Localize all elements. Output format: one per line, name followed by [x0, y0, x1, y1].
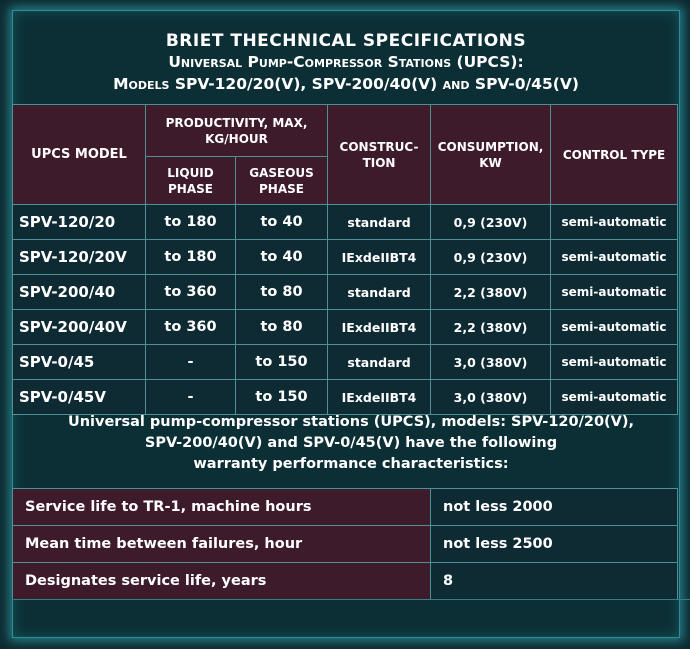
cell-liquid: to 180: [145, 204, 236, 240]
cell-construction: standard: [327, 344, 432, 380]
table-row: SPV-0/45V - to 150 IExdeIIBT4 3,0 (380V)…: [12, 379, 679, 415]
warranty-table: Service life to TR-1, machine hours not …: [12, 488, 678, 600]
cell-gaseous: to 80: [234, 274, 329, 310]
cell-liquid: -: [145, 344, 236, 380]
cell-consumption: 2,2 (380V): [430, 274, 552, 310]
table-row: Mean time between failures, hour not les…: [12, 525, 678, 563]
header-construction: CONSTRUC-TION: [327, 104, 432, 205]
table-row: SPV-0/45 - to 150 standard 3,0 (380V) se…: [12, 344, 679, 380]
cell-model: SPV-200/40: [12, 274, 146, 310]
cell-gaseous: to 80: [234, 309, 329, 345]
cell-liquid: to 360: [145, 274, 236, 310]
cell-control: semi-automatic: [550, 344, 679, 380]
header-gaseous: GASEOUS PHASE: [234, 156, 329, 205]
header-productivity: PRODUCTIVITY, MAX, KG/HOUR: [144, 104, 329, 157]
table-row: Service life to TR-1, machine hours not …: [12, 488, 678, 526]
subtitle-line-1: Universal Pump-Compressor Stations (UPCS…: [168, 53, 524, 71]
cell-gaseous: to 150: [234, 344, 329, 380]
cell-control: semi-automatic: [550, 274, 679, 310]
cell-control: semi-automatic: [550, 239, 679, 275]
cell-construction: standard: [327, 204, 432, 240]
warranty-intro-line-1: Universal pump-compressor stations (UPCS…: [67, 414, 635, 430]
cell-consumption: 3,0 (380V): [430, 344, 552, 380]
cell-consumption: 0,9 (230V): [430, 204, 552, 240]
cell-liquid: to 360: [145, 309, 236, 345]
bottom-divider: [12, 599, 690, 600]
warranty-value: not less 2000: [430, 488, 678, 526]
cell-gaseous: to 40: [234, 204, 329, 240]
cell-model: SPV-0/45V: [12, 379, 146, 415]
header-control: CONTROL TYPE: [550, 104, 679, 205]
warranty-intro-line-2: SPV-200/40(V) and SPV-0/45(V) have the f…: [144, 435, 558, 451]
cell-liquid: -: [145, 379, 236, 415]
warranty-label: Mean time between failures, hour: [12, 525, 431, 563]
cell-construction: IExdeIIBT4: [327, 379, 432, 415]
cell-liquid: to 180: [145, 239, 236, 275]
cell-model: SPV-200/40V: [12, 309, 146, 345]
cell-consumption: 3,0 (380V): [430, 379, 552, 415]
cell-control: semi-automatic: [550, 204, 679, 240]
warranty-intro: Universal pump-compressor stations (UPCS…: [12, 412, 690, 484]
warranty-intro-line-3: warranty performance characteristics:: [193, 456, 509, 472]
header-consumption: CONSUMPTION, KW: [430, 104, 552, 205]
title-block: BRIET THECHNICAL SPECIFICATIONS Universa…: [13, 11, 679, 105]
subtitle-line-2: Models SPV-120/20(V), SPV-200/40(V) and …: [113, 75, 579, 93]
warranty-label: Service life to TR-1, machine hours: [12, 488, 431, 526]
cell-construction: IExdeIIBT4: [327, 309, 432, 345]
header-liquid: LIQUID PHASE: [145, 156, 236, 205]
cell-consumption: 0,9 (230V): [430, 239, 552, 275]
header-model: UPCS MODEL: [12, 104, 146, 205]
cell-construction: standard: [327, 274, 432, 310]
cell-gaseous: to 40: [234, 239, 329, 275]
spec-table: UPCS MODEL PRODUCTIVITY, MAX, KG/HOUR CO…: [12, 104, 679, 415]
page-title: BRIET THECHNICAL SPECIFICATIONS: [165, 31, 527, 51]
cell-model: SPV-0/45: [12, 344, 146, 380]
cell-consumption: 2,2 (380V): [430, 309, 552, 345]
table-row: SPV-200/40 to 360 to 80 standard 2,2 (38…: [12, 274, 679, 310]
cell-gaseous: to 150: [234, 379, 329, 415]
warranty-label: Designates service life, years: [12, 562, 431, 600]
cell-control: semi-automatic: [550, 309, 679, 345]
cell-control: semi-automatic: [550, 379, 679, 415]
warranty-value: not less 2500: [430, 525, 678, 563]
table-row: SPV-120/20 to 180 to 40 standard 0,9 (23…: [12, 204, 679, 240]
cell-model: SPV-120/20V: [12, 239, 146, 275]
table-row: Designates service life, years 8: [12, 562, 678, 600]
table-row: SPV-120/20V to 180 to 40 IExdeIIBT4 0,9 …: [12, 239, 679, 275]
table-row: SPV-200/40V to 360 to 80 IExdeIIBT4 2,2 …: [12, 309, 679, 345]
warranty-value: 8: [430, 562, 678, 600]
cell-construction: IExdeIIBT4: [327, 239, 432, 275]
cell-model: SPV-120/20: [12, 204, 146, 240]
